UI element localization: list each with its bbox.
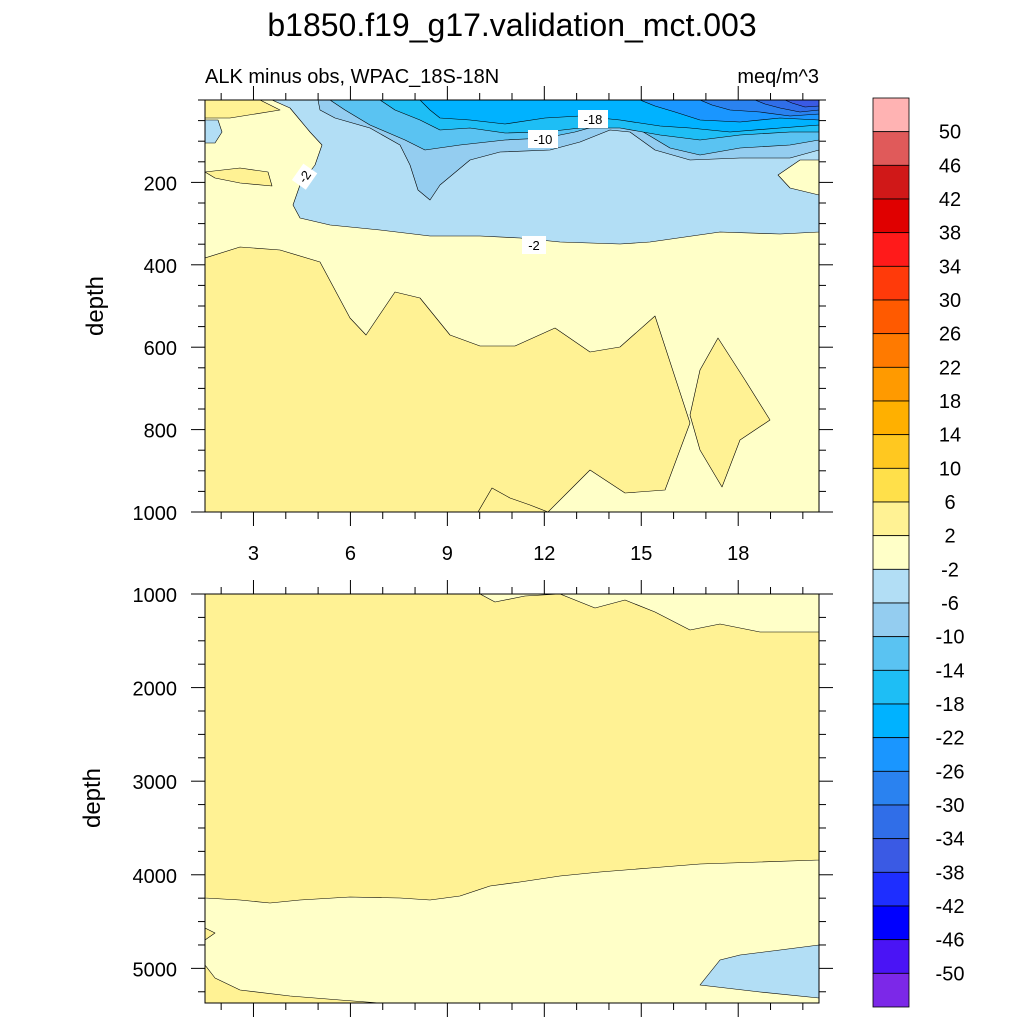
y-tick-label: 2000 xyxy=(133,679,178,701)
colorbar-label: -30 xyxy=(936,795,965,817)
colorbar-swatch xyxy=(872,703,910,739)
colorbar-swatch xyxy=(872,501,910,537)
colorbar-label: 18 xyxy=(939,391,961,413)
y-tick-label: 400 xyxy=(144,256,177,278)
colorbar-swatch xyxy=(872,265,910,301)
fill-region-neg6-neg2 xyxy=(699,944,819,999)
colorbar-swatch xyxy=(872,770,910,806)
colorbar-label: 2 xyxy=(944,526,955,548)
colorbar-label: 46 xyxy=(939,155,961,177)
colorbar-label: -50 xyxy=(936,963,965,985)
y-tick-label: 1000 xyxy=(133,585,178,607)
colorbar-swatch xyxy=(872,198,910,234)
fill-region-neg6-neg2 xyxy=(205,119,223,144)
colorbar-label: -18 xyxy=(936,694,965,716)
colorbar-swatch xyxy=(872,636,910,671)
lower-contour-panel xyxy=(205,594,819,1003)
contour-label: -2 xyxy=(528,238,540,253)
colorbar-swatch xyxy=(872,972,910,1008)
colorbar-label: 6 xyxy=(944,492,955,514)
colorbar-swatch xyxy=(872,838,910,873)
colorbar-label: -34 xyxy=(936,829,965,851)
x-tick-label: 9 xyxy=(442,543,453,565)
colorbar-label: 42 xyxy=(939,189,961,211)
colorbar-swatch xyxy=(872,905,910,941)
y-tick-label: 4000 xyxy=(133,866,178,888)
fill-region-neg38-neg34 xyxy=(784,100,819,108)
colorbar-swatch xyxy=(872,333,910,368)
colorbar-swatch xyxy=(872,804,910,840)
fill-region-pos2-pos6 xyxy=(689,337,771,488)
colorbar-swatch xyxy=(872,97,910,133)
colorbar-swatch xyxy=(872,535,910,570)
colorbar-swatch xyxy=(872,871,910,907)
colorbar: 50 46 42 38 34 30 26 22 18 14 10 6 2 -2 -6 -10 -14 -18 -22… xyxy=(872,97,965,1008)
colorbar-swatch xyxy=(872,400,910,436)
colorbar-label: 34 xyxy=(939,256,961,278)
fill-region-neg2-pos2 xyxy=(777,159,819,196)
y-tick-label: 5000 xyxy=(133,959,178,981)
colorbar-label: 26 xyxy=(939,324,961,346)
chart-units: meq/m^3 xyxy=(737,66,819,88)
colorbar-label: -6 xyxy=(941,593,959,615)
colorbar-swatch xyxy=(872,434,910,469)
contour-label-box xyxy=(528,130,558,148)
fill-region-pos2-pos6 xyxy=(205,927,216,941)
fill-region-pos2-pos6 xyxy=(205,964,381,1003)
axes-layer: 200 400 600 800 1000 3 6 9 12 15 18 1000 2000 3000 400… xyxy=(133,86,833,1017)
colorbar-label: -26 xyxy=(936,761,965,783)
x-tick-label: 18 xyxy=(727,543,749,565)
fill-region-pos2-pos6 xyxy=(205,100,281,119)
contour-label-box xyxy=(291,163,318,190)
colorbar-swatch xyxy=(872,366,910,402)
colorbar-label: -10 xyxy=(936,627,965,649)
colorbar-label: 50 xyxy=(939,122,961,144)
colorbar-label: 10 xyxy=(939,458,961,480)
chart-subtitle-left: ALK minus obs, WPAC_18S-18N xyxy=(205,66,499,88)
colorbar-swatch xyxy=(872,131,910,166)
colorbar-label: -42 xyxy=(936,896,965,918)
colorbar-label: 22 xyxy=(939,357,961,379)
colorbar-label: -2 xyxy=(941,559,959,581)
fill-region-pos2-pos6 xyxy=(205,246,691,512)
colorbar-label: -14 xyxy=(936,660,965,682)
colorbar-swatch xyxy=(872,232,910,267)
fill-region-pos2-pos6 xyxy=(205,167,273,187)
colorbar-swatch xyxy=(872,467,910,503)
colorbar-label: -22 xyxy=(936,728,965,750)
x-tick-label: 15 xyxy=(630,543,652,565)
colorbar-swatch xyxy=(872,299,910,335)
contour-label: -18 xyxy=(584,112,603,127)
colorbar-swatch xyxy=(872,568,910,604)
colorbar-swatch xyxy=(872,737,910,772)
x-tick-label: 3 xyxy=(248,543,259,565)
contour-label: -10 xyxy=(534,132,553,147)
fill-region-pos2-pos6 xyxy=(477,487,549,512)
colorbar-label: 30 xyxy=(939,290,961,312)
y-axis-label-lower: depth xyxy=(79,768,106,828)
y-tick-label: 1000 xyxy=(133,503,178,525)
upper-contour-labels: -18 -10 -2 -2 xyxy=(291,110,608,254)
colorbar-label: -38 xyxy=(936,862,965,884)
y-tick-label: 800 xyxy=(144,421,177,443)
contour-label-box xyxy=(578,110,608,128)
colorbar-swatch xyxy=(872,164,910,200)
x-tick-label: 12 xyxy=(533,543,555,565)
upper-contour-panel xyxy=(205,100,819,512)
colorbar-swatch xyxy=(872,939,910,974)
colorbar-swatch xyxy=(872,669,910,705)
y-tick-label: 200 xyxy=(144,173,177,195)
colorbar-label: 38 xyxy=(939,223,961,245)
y-axis-label-upper: depth xyxy=(82,276,109,336)
colorbar-label: -46 xyxy=(936,930,965,952)
contour-label-box xyxy=(522,236,546,254)
fill-region-pos2-pos6 xyxy=(205,594,819,904)
y-tick-label: 600 xyxy=(144,338,177,360)
x-tick-label: 6 xyxy=(345,543,356,565)
y-tick-label: 3000 xyxy=(133,772,178,794)
colorbar-label: 14 xyxy=(939,425,961,447)
chart-title: b1850.f19_g17.validation_mct.003 xyxy=(267,7,756,43)
colorbar-swatch xyxy=(872,602,910,638)
